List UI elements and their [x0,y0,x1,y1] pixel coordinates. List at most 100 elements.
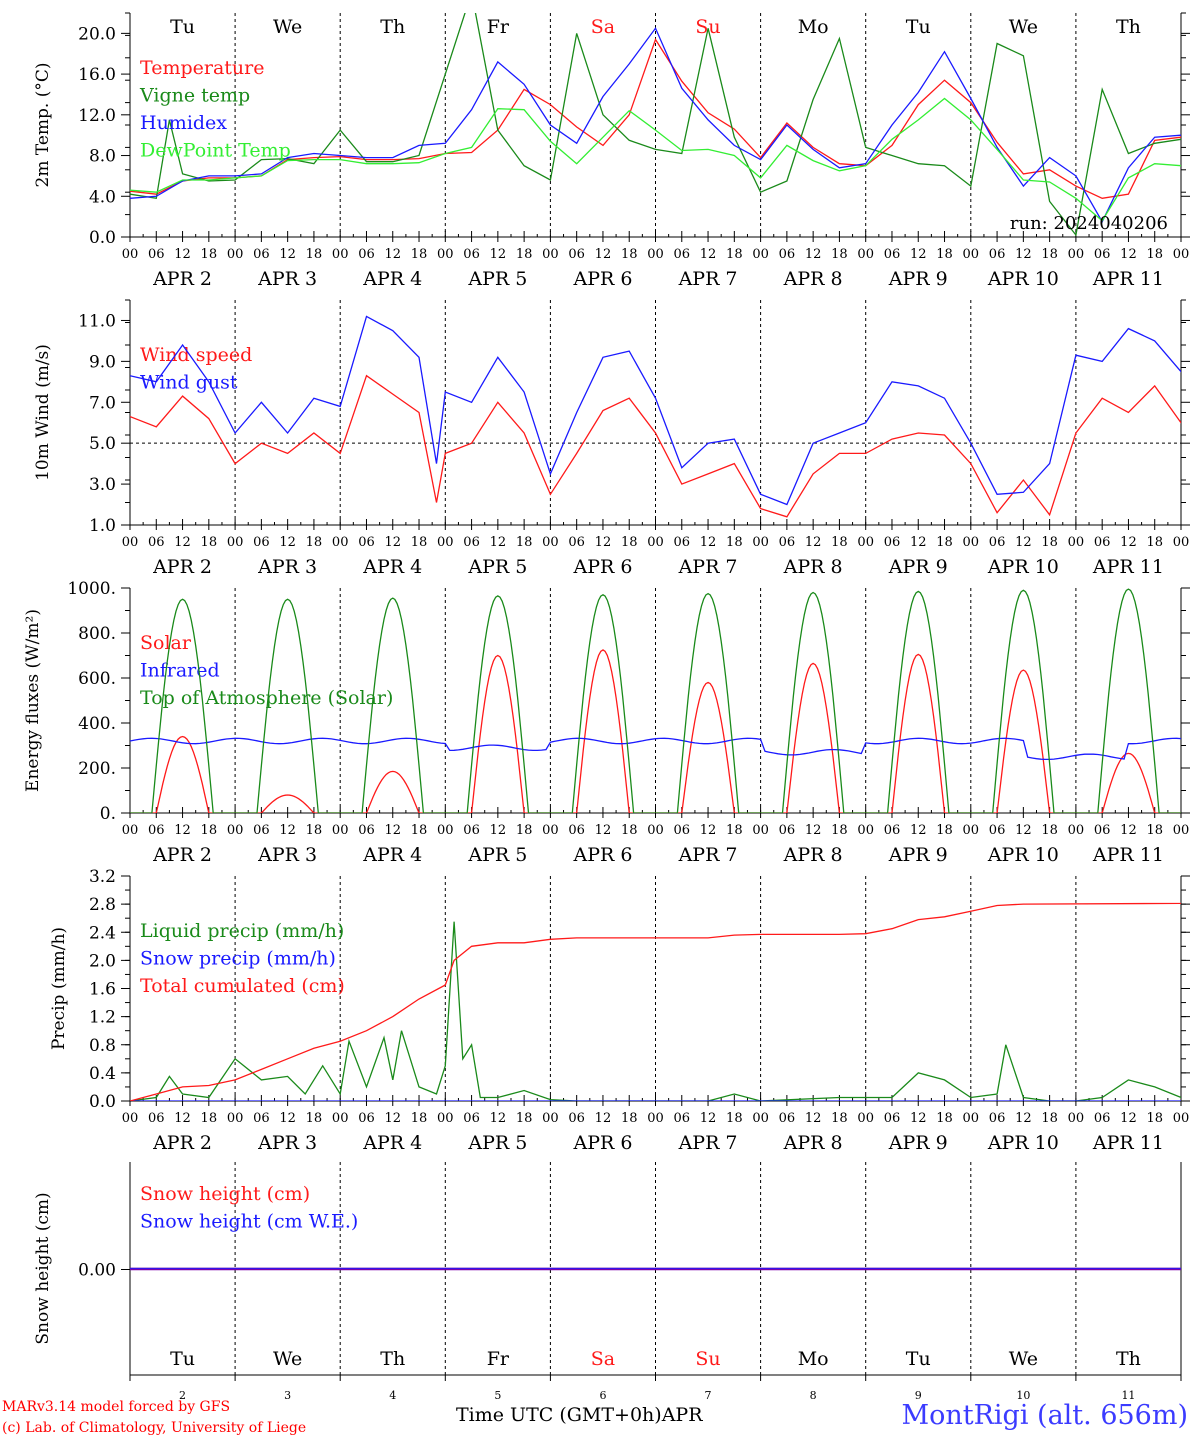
x-tick-label: 12 [1120,535,1137,550]
day-label: APR 10 [987,556,1059,578]
weekday-label: Th [1116,16,1141,38]
x-tick-label: 06 [358,247,375,262]
y-tick-label: 0. [100,804,116,824]
day-number-label: 9 [915,1389,922,1402]
panel-temp: 0.0 4.0 8.0 12.0 16.0 20.0 2m Temp. (°C) 00 06 12… [33,12,1190,290]
weekday-label: Fr [487,16,510,38]
y-tick-label: 0.8 [89,1036,116,1056]
x-tick-label: 00 [227,247,244,262]
day-number-label: 7 [705,1389,712,1402]
x-tick-label: 00 [437,823,454,838]
y-tick-label: 5.0 [89,434,116,454]
day-label: APR 4 [362,1132,422,1154]
series-line-wind-gust [130,315,1181,506]
weekday-label: We [1009,16,1038,38]
day-label: APR 6 [572,268,632,290]
legend-label: Solar [140,632,192,654]
panel-energy: 0. 200. 400. 600. 800. 1000. Energy fluxes (W/… [23,579,1190,866]
day-label: APR 3 [257,844,317,866]
x-tick-label: 12 [174,823,191,838]
x-tick-label: 18 [306,1111,323,1126]
x-tick-label: 06 [779,247,796,262]
x-tick-label: 18 [1146,247,1163,262]
x-tick-label: 12 [805,823,822,838]
x-tick-label: 18 [936,535,953,550]
day-label: APR 7 [678,268,738,290]
x-tick-label: 00 [437,535,454,550]
weekday-label: Su [695,1348,720,1370]
weekday-label: Th [1116,1348,1141,1370]
x-tick-label: 12 [384,823,401,838]
day-number-label: 2 [179,1389,186,1402]
x-tick-label: 12 [174,1111,191,1126]
day-label: APR 5 [467,268,527,290]
x-tick-label: 06 [463,823,480,838]
weekday-label: Tu [170,16,195,38]
x-tick-label: 06 [779,1111,796,1126]
legend-label: Wind speed [140,344,252,366]
x-tick-label: 00 [752,1111,769,1126]
x-tick-label: 12 [910,823,927,838]
x-tick-label: 12 [1015,535,1032,550]
legend-label: Wind gust [140,372,238,394]
x-tick-label: 00 [647,823,664,838]
y-axis-label: 10m Wind (m/s) [33,344,53,481]
x-tick-label: 00 [122,247,139,262]
x-tick-label: 00 [122,823,139,838]
x-tick-label: 12 [384,535,401,550]
x-tick-label: 06 [253,823,270,838]
x-tick-label: 18 [201,247,218,262]
x-tick-label: 00 [122,1111,139,1126]
x-tick-label: 00 [857,1111,874,1126]
day-label: APR 2 [152,268,212,290]
weekday-label: Tu [906,1348,931,1370]
y-tick-label: 0.0 [89,1092,116,1112]
x-tick-label: 18 [726,247,743,262]
x-tick-label: 00 [122,535,139,550]
day-label: APR 2 [152,844,212,866]
day-label: APR 7 [678,1132,738,1154]
x-tick-label: 12 [595,535,612,550]
x-tick-label: 00 [542,535,559,550]
x-tick-label: 18 [411,1111,428,1126]
day-number-label: 4 [389,1389,396,1402]
panel-wind: 1.0 3.0 5.0 7.0 9.0 11.0 10m Wind (m/s) 00 06 12 1… [33,299,1190,578]
x-tick-label: 06 [989,535,1006,550]
x-tick-label: 06 [148,247,165,262]
x-tick-label: 00 [1173,535,1190,550]
x-tick-label: 18 [1041,823,1058,838]
x-tick-label: 18 [516,247,533,262]
x-tick-label: 06 [463,1111,480,1126]
weekday-label: Sa [591,1348,615,1370]
day-label: APR 9 [888,268,948,290]
x-tick-label: 00 [542,1111,559,1126]
legend-label: Snow height (cm) [140,1183,310,1205]
x-tick-label: 12 [174,535,191,550]
x-tick-label: 00 [963,823,980,838]
x-tick-label: 12 [595,247,612,262]
day-label: APR 11 [1092,844,1164,866]
day-label: APR 11 [1092,268,1164,290]
legend-label: Snow height (cm W.E.) [140,1211,358,1233]
weekday-label: We [273,1348,302,1370]
x-tick-label: 12 [1120,823,1137,838]
x-tick-label: 12 [490,247,507,262]
x-tick-label: 06 [1094,247,1111,262]
y-axis-label: Energy fluxes (W/m²) [23,609,43,792]
panel-precip: 0.0 0.4 0.8 1.2 1.6 2.0 2.4 2.8 3.2 Precip (mm/h)… [49,867,1190,1154]
series-line-wind-speed [130,374,1181,518]
x-tick-label: 18 [621,247,638,262]
y-tick-label: 1.2 [89,1008,116,1028]
legend-label: Humidex [140,112,227,134]
y-tick-label: 2.0 [89,951,116,971]
x-tick-label: 06 [568,823,585,838]
x-tick-label: 12 [700,823,717,838]
x-tick-label: 06 [1094,535,1111,550]
x-tick-label: 06 [568,1111,585,1126]
weekday-label: Mo [798,16,829,38]
x-tick-label: 18 [516,535,533,550]
weekday-label: Sa [591,16,615,38]
x-tick-label: 12 [490,1111,507,1126]
x-tick-label: 12 [805,535,822,550]
